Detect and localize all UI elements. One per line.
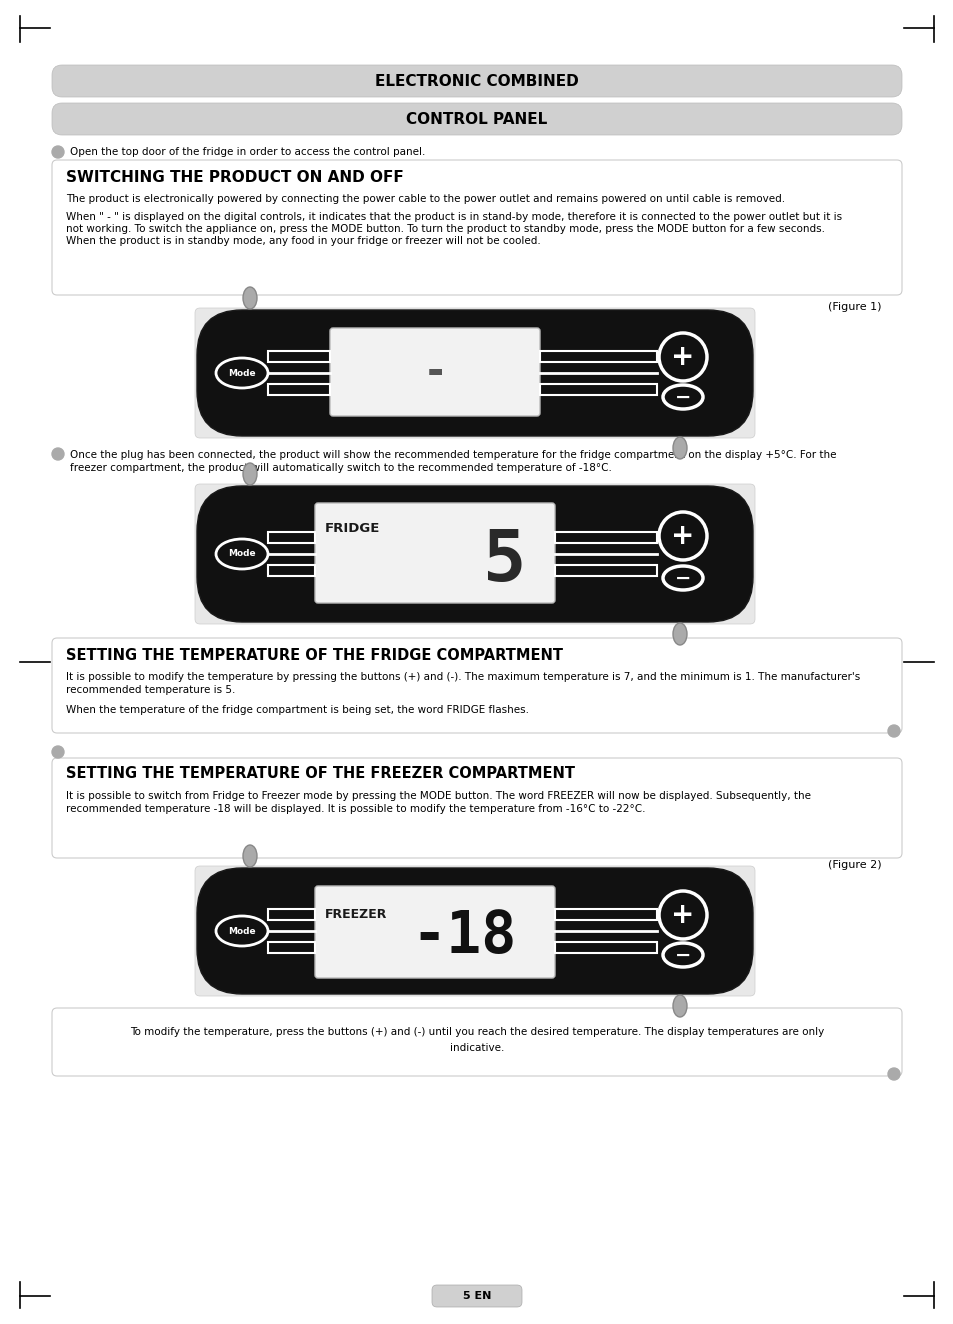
FancyBboxPatch shape [194, 308, 754, 438]
Text: Mode: Mode [228, 549, 255, 559]
Text: −: − [674, 568, 691, 588]
FancyBboxPatch shape [196, 486, 752, 622]
Circle shape [52, 448, 64, 459]
Text: indicative.: indicative. [450, 1043, 503, 1053]
Circle shape [887, 726, 899, 737]
Bar [268, 910, 314, 920]
Bar [555, 565, 657, 576]
Text: Open the top door of the fridge in order to access the control panel.: Open the top door of the fridge in order… [70, 147, 425, 158]
Bar [268, 351, 330, 361]
FancyBboxPatch shape [52, 638, 901, 733]
Ellipse shape [662, 385, 702, 409]
Ellipse shape [662, 565, 702, 591]
FancyBboxPatch shape [330, 328, 539, 416]
Bar [555, 910, 657, 920]
FancyBboxPatch shape [314, 503, 555, 602]
Bar [539, 384, 657, 395]
FancyBboxPatch shape [314, 886, 555, 978]
Text: 5: 5 [483, 527, 526, 596]
FancyBboxPatch shape [52, 103, 901, 135]
Circle shape [659, 334, 706, 381]
Text: FREEZER: FREEZER [325, 907, 387, 920]
Text: When the product is in standby mode, any food in your fridge or freezer will not: When the product is in standby mode, any… [66, 236, 540, 246]
Text: When " - " is displayed on the digital controls, it indicates that the product i: When " - " is displayed on the digital c… [66, 212, 841, 222]
Ellipse shape [243, 845, 256, 867]
Text: FRIDGE: FRIDGE [325, 523, 380, 535]
Text: Mode: Mode [228, 927, 255, 936]
FancyBboxPatch shape [196, 310, 752, 436]
Text: It is possible to switch from Fridge to Freezer mode by pressing the MODE button: It is possible to switch from Fridge to … [66, 790, 810, 801]
FancyBboxPatch shape [194, 866, 754, 996]
Text: ELECTRONIC COMBINED: ELECTRONIC COMBINED [375, 74, 578, 89]
Ellipse shape [215, 539, 268, 569]
Circle shape [887, 1068, 899, 1080]
Text: +: + [671, 343, 694, 371]
Ellipse shape [672, 437, 686, 459]
Text: The product is electronically powered by connecting the power cable to the power: The product is electronically powered by… [66, 195, 784, 204]
Text: -18: -18 [411, 908, 516, 965]
FancyBboxPatch shape [196, 869, 752, 994]
Text: −: − [674, 945, 691, 964]
Ellipse shape [215, 357, 268, 388]
Text: (Figure 2): (Figure 2) [827, 861, 882, 870]
Circle shape [659, 512, 706, 560]
Text: It is possible to modify the temperature by pressing the buttons (+) and (-). Th: It is possible to modify the temperature… [66, 673, 860, 682]
Text: recommended temperature -18 will be displayed. It is possible to modify the temp: recommended temperature -18 will be disp… [66, 804, 645, 814]
Text: −: − [674, 388, 691, 406]
Bar [539, 351, 657, 361]
Ellipse shape [662, 943, 702, 967]
Bar [555, 941, 657, 953]
FancyBboxPatch shape [194, 485, 754, 624]
FancyBboxPatch shape [52, 65, 901, 97]
Text: +: + [671, 522, 694, 549]
Bar [555, 532, 657, 543]
Text: SETTING THE TEMPERATURE OF THE FREEZER COMPARTMENT: SETTING THE TEMPERATURE OF THE FREEZER C… [66, 767, 575, 781]
Text: not working. To switch the appliance on, press the MODE button. To turn the prod: not working. To switch the appliance on,… [66, 224, 824, 234]
Text: freezer compartment, the product will automatically switch to the recommended te: freezer compartment, the product will au… [70, 463, 611, 473]
Text: -: - [426, 351, 443, 393]
FancyBboxPatch shape [52, 160, 901, 295]
Ellipse shape [672, 996, 686, 1017]
Text: (Figure 1): (Figure 1) [827, 302, 882, 312]
Circle shape [52, 745, 64, 759]
Circle shape [52, 146, 64, 158]
Text: When the temperature of the fridge compartment is being set, the word FRIDGE fla: When the temperature of the fridge compa… [66, 704, 529, 715]
Text: SWITCHING THE PRODUCT ON AND OFF: SWITCHING THE PRODUCT ON AND OFF [66, 171, 403, 185]
Text: recommended temperature is 5.: recommended temperature is 5. [66, 685, 235, 695]
Bar [268, 384, 330, 395]
Circle shape [659, 891, 706, 939]
Text: CONTROL PANEL: CONTROL PANEL [406, 111, 547, 127]
Bar [268, 532, 314, 543]
Text: Mode: Mode [228, 368, 255, 377]
Text: SETTING THE TEMPERATURE OF THE FRIDGE COMPARTMENT: SETTING THE TEMPERATURE OF THE FRIDGE CO… [66, 647, 562, 662]
Text: +: + [671, 902, 694, 929]
FancyBboxPatch shape [52, 759, 901, 858]
FancyBboxPatch shape [432, 1286, 521, 1307]
Ellipse shape [672, 624, 686, 645]
Ellipse shape [243, 287, 256, 308]
Bar [268, 565, 314, 576]
Ellipse shape [215, 916, 268, 947]
FancyBboxPatch shape [52, 1008, 901, 1076]
Text: 5 EN: 5 EN [462, 1291, 491, 1301]
Text: Once the plug has been connected, the product will show the recommended temperat: Once the plug has been connected, the pr… [70, 450, 836, 459]
Text: To modify the temperature, press the buttons (+) and (-) until you reach the des: To modify the temperature, press the but… [130, 1027, 823, 1037]
Ellipse shape [243, 463, 256, 485]
Bar [268, 941, 314, 953]
